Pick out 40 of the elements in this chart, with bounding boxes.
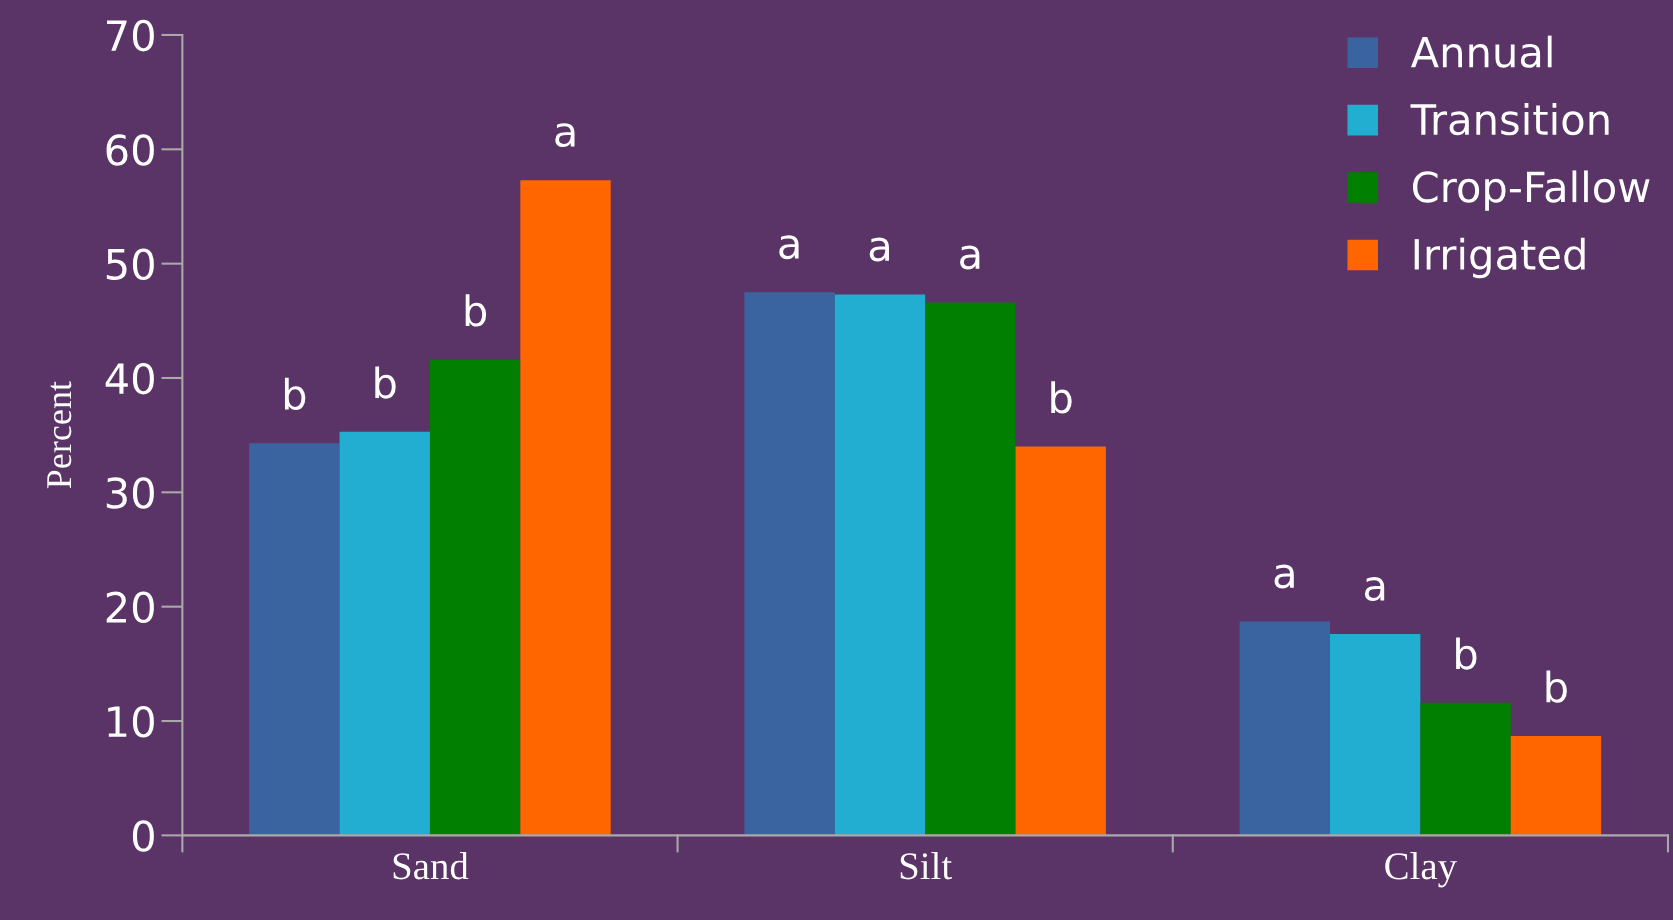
- y-tick-label: 0: [132, 820, 154, 852]
- bar: [834, 294, 926, 836]
- bar: [1330, 634, 1421, 836]
- data-label: a: [1364, 577, 1385, 602]
- data-label: a: [1274, 564, 1294, 589]
- bar: [339, 431, 430, 836]
- legend-label: Crop-Fallow: [1412, 170, 1650, 211]
- data-label: b: [1546, 670, 1567, 703]
- bar: [925, 302, 1016, 836]
- bar: [1015, 446, 1106, 836]
- data-label: a: [779, 235, 799, 260]
- legend-label: Irrigated: [1414, 237, 1585, 279]
- y-tick-label: 10: [108, 705, 154, 738]
- data-label: a: [869, 237, 889, 262]
- y-tick-label: 50: [106, 248, 154, 281]
- bar: [744, 292, 835, 836]
- bar: [1239, 621, 1330, 836]
- y-tick-label: 30: [106, 477, 154, 509]
- y-tick-label: 20: [106, 591, 154, 624]
- bar: [1510, 735, 1602, 836]
- data-label: a: [960, 245, 980, 270]
- y-tick-label: 40: [105, 362, 154, 395]
- data-label: b: [1456, 637, 1477, 670]
- x-tick-label: Clay: [1385, 852, 1457, 888]
- legend-label: Annual: [1410, 35, 1552, 68]
- bar: [1420, 702, 1511, 836]
- legend-label: Transition: [1410, 103, 1609, 136]
- data-label: b: [465, 294, 487, 327]
- data-label: b: [284, 377, 306, 411]
- bar: [429, 359, 521, 836]
- y-tick-label: 60: [106, 134, 154, 166]
- bar: [520, 180, 611, 836]
- data-label: a: [555, 123, 575, 148]
- bar: [249, 443, 340, 836]
- data-label: b: [1051, 381, 1072, 414]
- data-label: b: [375, 366, 396, 399]
- x-tick-label: Sand: [393, 852, 469, 880]
- x-tick-label: Silt: [900, 852, 952, 880]
- y-tick-label: 70: [107, 19, 154, 52]
- y-axis-title: Percent: [47, 381, 72, 489]
